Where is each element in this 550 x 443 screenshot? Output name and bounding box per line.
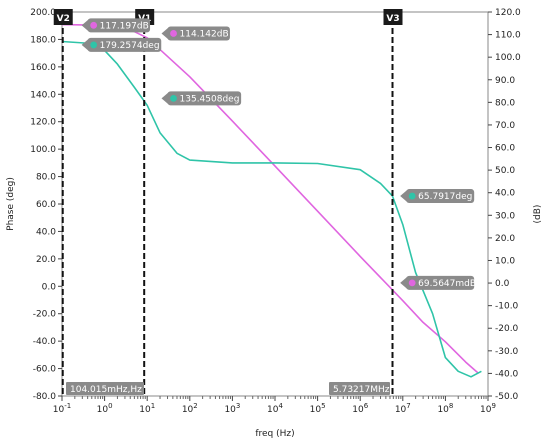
cursor-label-v3: V3 <box>386 14 399 24</box>
left-tick-label: -20.0 <box>33 310 57 320</box>
marker-dot <box>170 95 177 102</box>
x-tick-label: 109 <box>480 402 496 415</box>
marker-pointer <box>81 19 89 32</box>
marker-box <box>167 91 242 106</box>
cursor-readout-v2: 104.015mHz,Hz <box>70 385 142 395</box>
cursor-tag-v2[interactable] <box>53 9 73 25</box>
x-axis-title: freq (Hz) <box>255 429 294 439</box>
left-tick-label: 180.0 <box>30 35 56 45</box>
marker-pointer <box>400 276 408 289</box>
marker-dot <box>90 41 98 49</box>
right-tick-label: 100.0 <box>495 53 521 63</box>
marker-6[interactable]: 69.5647mdB <box>400 275 476 290</box>
left-tick-label: 140.0 <box>30 90 56 100</box>
marker-value: 114.142dB <box>180 29 229 39</box>
marker-box <box>87 18 151 33</box>
x-tick-label: 10-1 <box>53 402 71 415</box>
left-tick-label: 20.0 <box>36 255 56 265</box>
left-tick-label: 160.0 <box>30 63 56 73</box>
left-tick-label: -80.0 <box>33 392 57 402</box>
y-axis-left-title: Phase (deg) <box>6 177 16 231</box>
right-tick-label: 0.0 <box>495 279 510 289</box>
right-tick-label: 20.0 <box>495 234 515 244</box>
right-tick-label: 90.0 <box>495 76 515 86</box>
marker-value: 69.5647mdB <box>418 279 476 289</box>
marker-box <box>87 37 162 52</box>
cursor-label-v2: V2 <box>57 14 70 24</box>
x-tick-label: 101 <box>139 402 155 415</box>
x-axis-ticks: 10-1 100 101 102 103 104 105 106 107 108 109 <box>53 396 496 415</box>
cursor-readout-v3-bg <box>329 382 390 395</box>
plot-area <box>61 11 489 397</box>
marker-dot <box>408 192 416 200</box>
marker-pointer <box>400 190 408 203</box>
x-tick-label: 103 <box>224 402 240 415</box>
right-tick-label: 120.0 <box>495 8 521 18</box>
marker-pointer <box>81 38 89 51</box>
cursor-readout-v3: 5.73217MHz <box>333 385 390 395</box>
right-tick-label: -30.0 <box>495 347 519 357</box>
right-tick-label: 50.0 <box>495 166 515 176</box>
right-tick-label: 70.0 <box>495 121 515 131</box>
marker-1[interactable]: 117.197dB <box>81 18 151 33</box>
left-tick-label: 40.0 <box>36 227 56 237</box>
x-tick-label: 100 <box>97 402 113 415</box>
right-tick-label: -10.0 <box>495 302 519 312</box>
right-axis-ticks: -50.0 -40.0 -30.0 -20.0 -10.0 0.0 10.0 20.0 30.0… <box>488 8 521 402</box>
marker-dot <box>170 30 177 37</box>
marker-value: 117.197dB <box>100 21 149 31</box>
marker-box <box>167 26 230 41</box>
left-tick-label: 60.0 <box>36 200 56 210</box>
marker-layer: 117.197dB 114.142dB 179.2574deg 135.4508deg… <box>81 18 476 290</box>
x-tick-label: 106 <box>352 402 368 415</box>
marker-box <box>406 189 475 204</box>
left-tick-label: 80.0 <box>36 173 56 183</box>
phase-curve <box>61 40 482 378</box>
marker-value: 179.2574deg <box>100 41 160 51</box>
left-tick-label: 100.0 <box>30 145 56 155</box>
marker-value: 135.4508deg <box>180 94 240 104</box>
marker-value: 65.7917deg <box>418 192 472 202</box>
right-tick-label: -40.0 <box>495 369 519 379</box>
x-tick-label: 104 <box>267 402 283 415</box>
marker-pointer <box>161 27 169 40</box>
left-tick-label: 0.0 <box>42 282 57 292</box>
left-tick-label: -40.0 <box>33 337 57 347</box>
marker-dot <box>408 279 416 287</box>
x-tick-label: 108 <box>437 402 453 415</box>
left-tick-label: 200.0 <box>30 8 56 18</box>
cursor-tag-v3[interactable] <box>383 9 403 25</box>
right-tick-label: 80.0 <box>495 98 515 108</box>
marker-box <box>406 275 475 290</box>
marker-3[interactable]: 179.2574deg <box>81 37 162 52</box>
x-tick-label: 107 <box>395 402 411 415</box>
left-tick-label: -60.0 <box>33 365 57 375</box>
marker-pointer <box>161 92 169 105</box>
cursor-readout-v2-bg <box>66 382 144 395</box>
marker-4[interactable]: 135.4508deg <box>161 91 242 106</box>
right-tick-label: 10.0 <box>495 256 515 266</box>
right-tick-label: 40.0 <box>495 189 515 199</box>
left-axis-ticks: -80.0 -60.0 -40.0 -20.0 0.0 20.0 40.0 60.0 80.0 1… <box>30 8 62 402</box>
x-tick-label: 102 <box>182 402 198 415</box>
right-tick-label: -50.0 <box>495 392 519 402</box>
marker-dot <box>90 21 98 29</box>
y-axis-right-title: (dB) <box>533 205 543 224</box>
right-tick-label: 30.0 <box>495 211 515 221</box>
left-tick-label: 120.0 <box>30 118 56 128</box>
right-tick-label: 110.0 <box>495 31 521 41</box>
marker-2[interactable]: 114.142dB <box>161 26 230 41</box>
x-tick-label: 105 <box>310 402 326 415</box>
right-tick-label: -20.0 <box>495 324 519 334</box>
marker-5[interactable]: 65.7917deg <box>400 189 475 204</box>
right-tick-label: 60.0 <box>495 144 515 154</box>
